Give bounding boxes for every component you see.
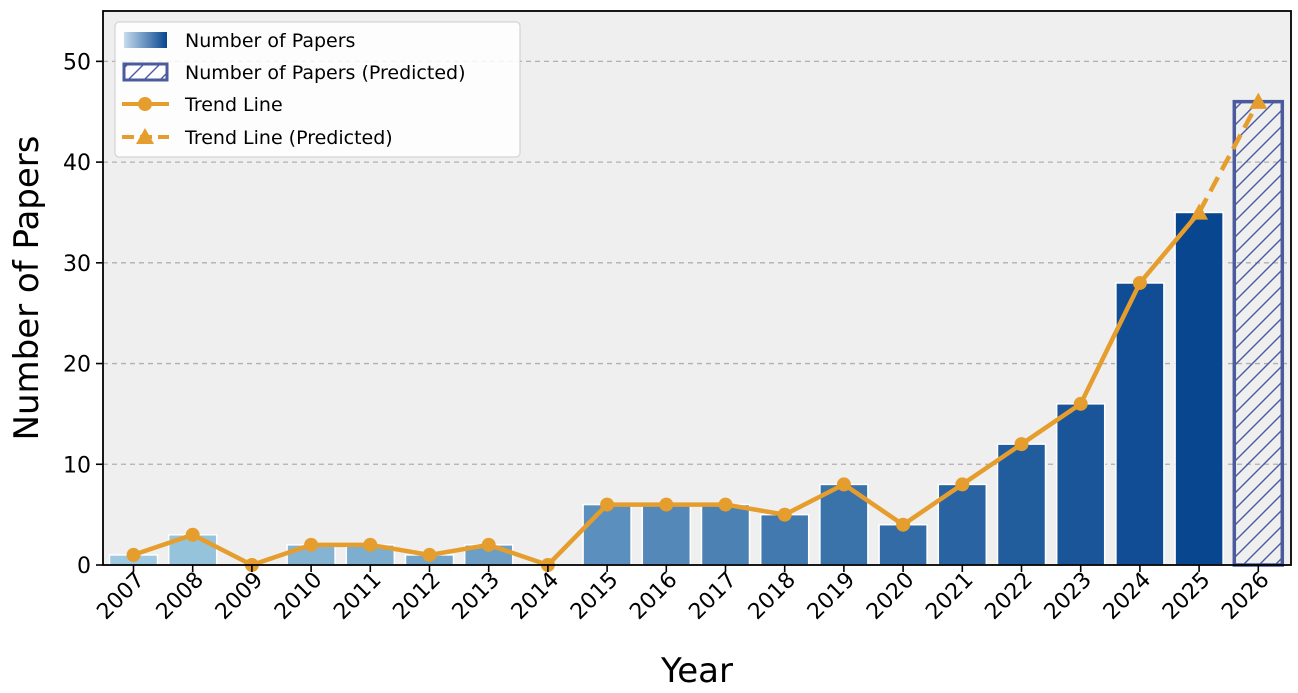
bar-2024 xyxy=(1115,282,1165,566)
legend-label-trend-predicted: Trend Line (Predicted) xyxy=(184,127,393,149)
legend-label-bars: Number of Papers xyxy=(185,30,355,52)
legend-label-trend: Trend Line xyxy=(184,94,283,116)
x-tick-label: 2017 xyxy=(684,568,741,625)
x-tick-label: 2026 xyxy=(1217,568,1274,625)
trend-point-2023 xyxy=(1073,396,1088,411)
trend-point-2017 xyxy=(718,497,733,512)
legend-marker-trend-predicted xyxy=(136,128,154,144)
bars xyxy=(108,99,1285,567)
trend-point-2018 xyxy=(777,507,792,522)
bar-2023 xyxy=(1055,403,1106,566)
y-tick-label: 0 xyxy=(77,554,91,579)
trend-point-2007 xyxy=(126,547,141,562)
x-axis-title: Year xyxy=(660,651,733,691)
x-tick-label: 2012 xyxy=(388,568,445,625)
x-tick-label: 2010 xyxy=(270,568,327,625)
trend-point-2016 xyxy=(659,497,674,512)
x-tick-label: 2022 xyxy=(980,568,1037,625)
bar-predicted-2026 xyxy=(1232,99,1285,567)
bar-2017 xyxy=(700,503,751,566)
legend: Number of Papers Number of Papers (Predi… xyxy=(114,21,521,158)
x-tick-label: 2014 xyxy=(507,568,564,625)
x-tick-label: 2011 xyxy=(329,568,386,625)
x-tick-label: 2020 xyxy=(862,568,919,625)
trend-point-predicted-2026 xyxy=(1249,92,1268,109)
x-tick-label: 2008 xyxy=(152,568,209,625)
x-tick-label: 2019 xyxy=(803,568,860,625)
legend-box xyxy=(114,21,521,158)
x-tick-label: 2015 xyxy=(566,568,623,625)
bar-2015 xyxy=(582,503,632,566)
trend-point-2024 xyxy=(1132,275,1147,290)
x-tick-label: 2018 xyxy=(744,568,801,625)
y-tick-label: 50 xyxy=(63,50,91,75)
bar-2022 xyxy=(996,443,1047,566)
bar-2018 xyxy=(759,513,810,566)
trend-point-2012 xyxy=(422,547,437,562)
legend-marker-trend xyxy=(138,97,152,111)
x-tick-label: 2007 xyxy=(92,568,149,625)
trend-point-2010 xyxy=(304,537,319,552)
x-tick-label: 2021 xyxy=(921,568,978,625)
x-tick-label: 2024 xyxy=(1099,568,1156,625)
bar-2025 xyxy=(1174,211,1224,566)
bar-2016 xyxy=(641,503,692,566)
x-tick-label: 2025 xyxy=(1158,568,1215,625)
trend-point-2019 xyxy=(836,477,851,492)
trend-point-2008 xyxy=(185,527,200,542)
x-axis: 2007 2008 2009 2010 2011 2012 2013 2014 2015 2016… xyxy=(92,565,1275,625)
y-tick-label: 40 xyxy=(63,151,91,176)
x-tick-label: 2013 xyxy=(448,568,505,625)
x-tick-label: 2009 xyxy=(211,568,268,625)
trend-point-2020 xyxy=(896,517,911,532)
trend-point-2022 xyxy=(1014,437,1029,452)
x-tick-label: 2016 xyxy=(625,568,682,625)
y-tick-label: 10 xyxy=(63,453,91,478)
trend-point-2021 xyxy=(955,477,970,492)
legend-label-predicted-bars: Number of Papers (Predicted) xyxy=(185,62,465,84)
plot-frame xyxy=(102,10,1292,566)
trend-line xyxy=(126,92,1268,572)
y-tick-label: 30 xyxy=(63,252,91,277)
trend-point-2011 xyxy=(363,537,378,552)
y-axis: 0 10 20 30 40 50 xyxy=(63,50,103,579)
legend-swatch-predicted-bars xyxy=(122,62,169,82)
trend-line-predicted xyxy=(1197,100,1261,214)
x-tick-label: 2023 xyxy=(1040,568,1097,625)
trend-point-predicted-2025 xyxy=(1190,203,1209,220)
legend-swatch-bars xyxy=(124,32,167,48)
y-tick-label: 20 xyxy=(63,353,91,378)
trend-point-2013 xyxy=(481,537,496,552)
trend-point-2015 xyxy=(600,497,615,512)
y-axis-title: Number of Papers xyxy=(7,136,47,441)
